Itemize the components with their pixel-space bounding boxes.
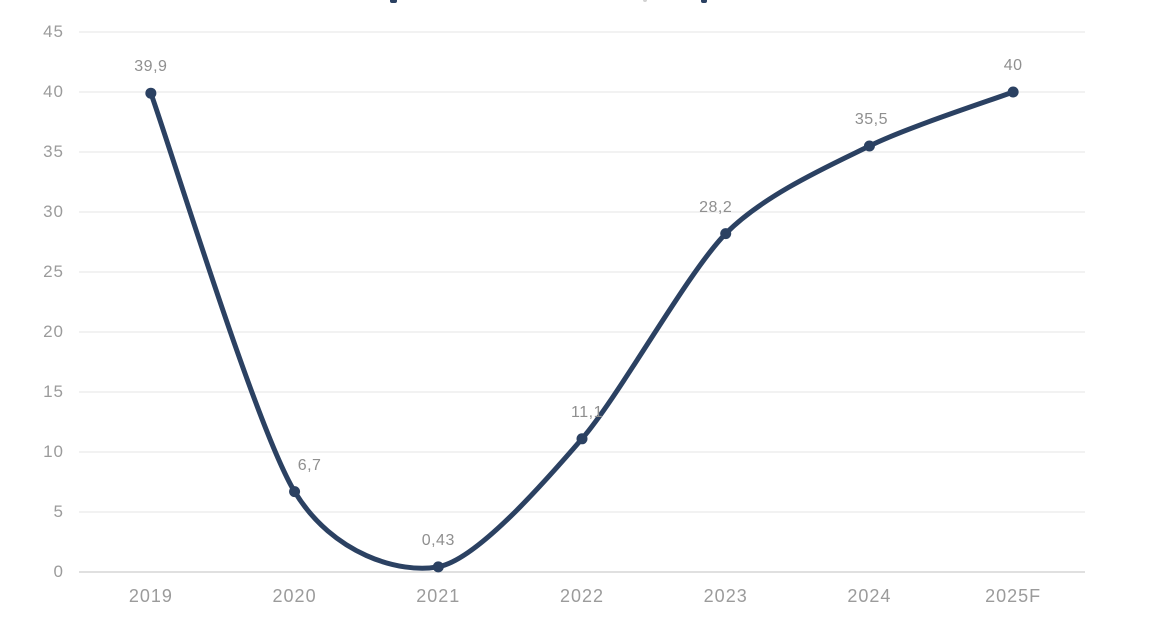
data-point-marker <box>720 228 732 240</box>
y-tick-label: 0 <box>53 562 64 581</box>
y-tick-label: 35 <box>43 142 64 161</box>
x-tick-label: 2022 <box>559 586 605 606</box>
y-tick-label: 15 <box>43 382 64 401</box>
data-point-marker <box>289 486 301 498</box>
gridlines <box>79 31 1085 573</box>
data-point-marker <box>863 140 875 152</box>
data-label: 40 <box>1003 57 1023 74</box>
data-label: 11,1 <box>571 403 603 421</box>
y-tick-label: 10 <box>43 442 64 461</box>
x-tick-label: 2020 <box>272 586 317 606</box>
data-label: 35,5 <box>854 111 888 128</box>
x-tick-label: 2019 <box>128 586 173 606</box>
data-label: 0,43 <box>421 531 455 549</box>
data-point-marker <box>145 87 157 99</box>
series-line <box>148 89 1016 571</box>
y-tick-label: 40 <box>43 82 64 101</box>
data-point-marker <box>576 433 588 445</box>
clipped-title-fragment <box>701 0 707 3</box>
data-label: 6,7 <box>297 456 322 474</box>
data-label: 28,2 <box>699 198 733 216</box>
clipped-title-fragment <box>643 0 647 2</box>
x-tick-label: 2025F <box>985 586 1042 606</box>
y-tick-label: 45 <box>43 22 64 41</box>
x-tick-label: 2021 <box>416 586 461 606</box>
clipped-title-fragment <box>390 0 397 3</box>
y-tick-label: 25 <box>43 262 64 281</box>
line-series <box>148 89 1016 571</box>
y-tick-label: 30 <box>43 202 64 221</box>
y-tick-label: 20 <box>43 322 64 341</box>
x-tick-label: 2023 <box>703 586 748 606</box>
x-tick-label: 2024 <box>847 586 892 606</box>
y-tick-label: 5 <box>53 502 64 521</box>
data-label: 39,9 <box>134 58 168 76</box>
data-point-marker <box>432 561 444 573</box>
data-point-marker <box>1007 86 1019 98</box>
data-point-markers <box>145 86 1019 573</box>
